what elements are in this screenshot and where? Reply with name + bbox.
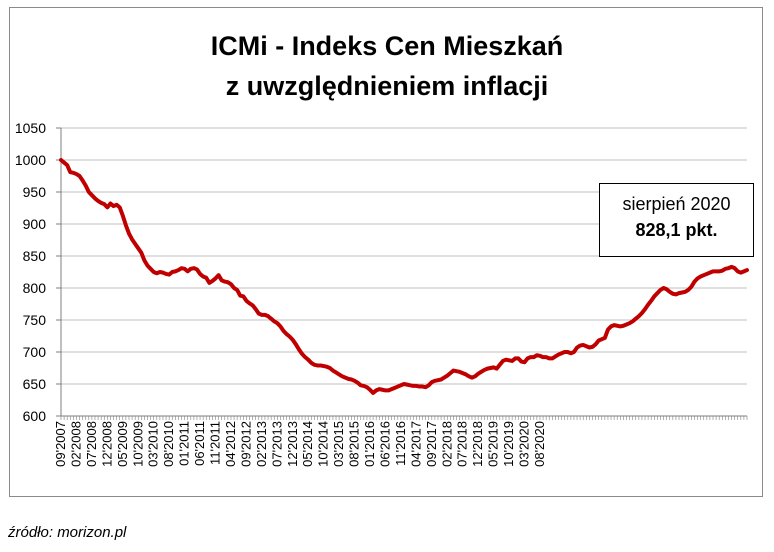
x-tick-label: 08'2010 xyxy=(161,421,176,467)
x-tick-label: 12'2008 xyxy=(99,421,114,467)
y-tick-label: 600 xyxy=(23,408,47,424)
y-tick-label: 1000 xyxy=(15,152,46,168)
x-tick-label: 12'2018 xyxy=(470,421,485,467)
y-tick-label: 700 xyxy=(23,344,47,360)
y-tick-label: 650 xyxy=(23,376,47,392)
x-tick-label: 05'2014 xyxy=(300,421,315,467)
x-tick-label: 05'2009 xyxy=(115,421,130,467)
y-tick-label: 850 xyxy=(23,248,47,264)
annotation-date: sierpień 2020 xyxy=(622,194,731,214)
x-tick-label: 09'2017 xyxy=(424,421,439,467)
x-tick-label: 11'2016 xyxy=(393,421,408,466)
y-tick-label: 800 xyxy=(23,280,47,296)
chart-title: ICMi - Indeks Cen Mieszkań z uwzględnien… xyxy=(0,26,774,106)
x-tick-label: 10'2019 xyxy=(501,421,516,467)
x-tick-label: 02'2018 xyxy=(439,421,454,467)
value-annotation-box: sierpień 2020 828,1 pkt. xyxy=(599,183,754,257)
x-tick-label: 06'2011 xyxy=(192,421,207,466)
x-tick-label: 08'2015 xyxy=(347,421,362,467)
x-tick-label: 12'2013 xyxy=(285,421,300,467)
x-tick-label: 11'2011 xyxy=(208,421,223,465)
y-tick-labels: 600 650 700 750 800 850 900 950 1000 1050 xyxy=(15,120,46,424)
x-tick-label: 03'2010 xyxy=(146,421,161,467)
axes xyxy=(56,127,748,420)
x-tick-label: 03'2020 xyxy=(517,421,532,467)
y-tick-label: 950 xyxy=(23,184,47,200)
y-tick-label: 750 xyxy=(23,312,47,328)
source-note: źródło: morizon.pl xyxy=(8,524,127,541)
chart-title-line1: ICMi - Indeks Cen Mieszkań xyxy=(210,31,564,61)
x-tick-label: 03'2015 xyxy=(331,421,346,467)
x-tick-label: 10'2014 xyxy=(316,421,331,467)
y-tick-label: 1050 xyxy=(15,120,46,136)
series-layer xyxy=(59,158,749,395)
x-tick-label: 04'2012 xyxy=(223,421,238,467)
x-tick-label: 07'2008 xyxy=(84,421,99,467)
x-tick-label: 02'2008 xyxy=(68,421,83,467)
x-tick-label: 08'2020 xyxy=(532,421,547,467)
x-tick-label: 07'2013 xyxy=(269,421,284,467)
x-tick-label: 06'2016 xyxy=(377,421,392,467)
x-tick-label: 09'2007 xyxy=(53,421,68,467)
x-tick-label: 07'2018 xyxy=(455,421,470,467)
x-tick-label: 01'2011 xyxy=(177,421,192,466)
y-tick-label: 900 xyxy=(23,216,47,232)
x-tick-label: 01'2016 xyxy=(362,421,377,467)
x-tick-label: 02'2013 xyxy=(254,421,269,467)
series-line-icmi xyxy=(59,158,749,395)
x-tick-label: 10'2009 xyxy=(130,421,145,467)
x-tick-labels: 09'2007 02'2008 07'2008 12'2008 05'2009 10'20… xyxy=(53,421,547,467)
x-tick-label: 05'2019 xyxy=(486,421,501,467)
annotation-value: 828,1 pkt. xyxy=(635,220,718,240)
chart-title-line2: z uwzględnieniem inflacji xyxy=(225,71,549,101)
x-tick-label: 09'2012 xyxy=(238,421,253,467)
x-tick-label: 04'2017 xyxy=(408,421,423,467)
